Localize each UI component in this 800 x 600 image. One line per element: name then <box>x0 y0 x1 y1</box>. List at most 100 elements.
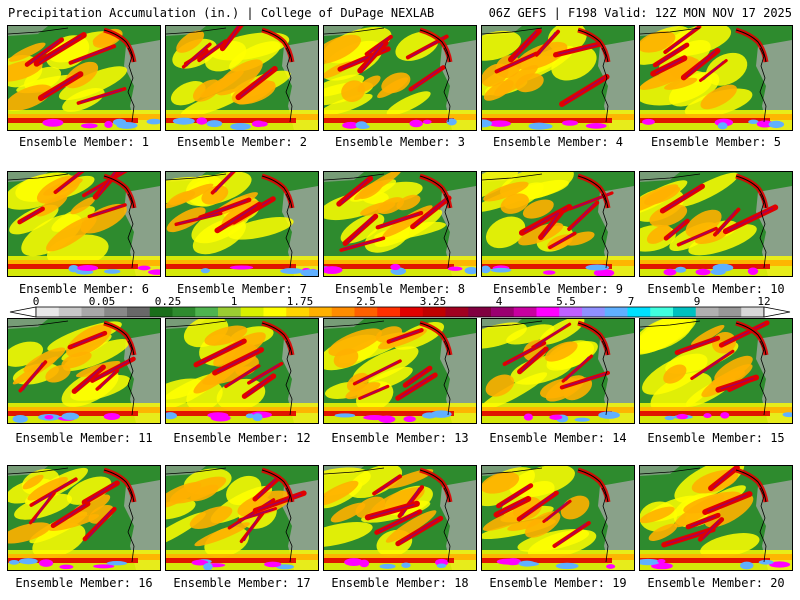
member-caption: Ensemble Member: 5 <box>637 135 795 149</box>
member-label: Ensemble Member: <box>176 282 293 296</box>
member-caption: Ensemble Member: 2 <box>163 135 321 149</box>
precip-map <box>166 172 318 276</box>
member-number: 2 <box>299 135 308 149</box>
member-caption: Ensemble Member: 11 <box>5 431 163 445</box>
precip-map <box>166 319 318 423</box>
member-label: Ensemble Member: <box>650 135 767 149</box>
member-number: 16 <box>138 576 153 590</box>
ensemble-map-panel <box>165 318 319 424</box>
member-number: 12 <box>296 431 311 445</box>
colorbar-max-arrow <box>763 306 791 318</box>
colorbar-swatch <box>36 307 60 317</box>
precip-map <box>324 172 476 276</box>
ensemble-map-panel <box>165 25 319 131</box>
precip-map <box>324 26 476 130</box>
colorbar-swatch <box>513 307 537 317</box>
member-label: Ensemble Member: <box>176 135 293 149</box>
ensemble-map-panel <box>323 25 477 131</box>
colorbar-swatch <box>400 307 424 317</box>
ensemble-map-panel <box>639 318 793 424</box>
colorbar-swatch <box>331 307 355 317</box>
ensemble-map-panel <box>639 171 793 277</box>
colorbar-swatch <box>718 307 742 317</box>
member-number: 15 <box>770 431 785 445</box>
colorbar-swatch <box>240 307 264 317</box>
run-valid-time: 06Z GEFS | F198 Valid: 12Z MON NOV 17 20… <box>488 6 792 20</box>
colorbar-swatch <box>263 307 287 317</box>
precip-map <box>482 319 634 423</box>
ensemble-map-panel <box>323 171 477 277</box>
colorbar-swatch <box>673 307 697 317</box>
member-label: Ensemble Member: <box>15 576 131 590</box>
member-caption: Ensemble Member: 18 <box>321 576 479 590</box>
colorbar-swatch <box>491 307 515 317</box>
member-caption: Ensemble Member: 9 <box>479 282 637 296</box>
colorbar-tick-label: 2.5 <box>356 295 376 308</box>
colorbar-swatch <box>286 307 310 317</box>
colorbar-swatch <box>354 307 378 317</box>
member-caption: Ensemble Member: 17 <box>163 576 321 590</box>
precip-map <box>640 26 792 130</box>
member-caption: Ensemble Member: 14 <box>479 431 637 445</box>
ensemble-map-panel <box>481 171 635 277</box>
precip-map <box>482 466 634 570</box>
member-caption: Ensemble Member: 12 <box>163 431 321 445</box>
precip-map <box>324 466 476 570</box>
colorbar-swatch <box>445 307 469 317</box>
member-label: Ensemble Member: <box>15 431 131 445</box>
colorbar-swatch <box>127 307 151 317</box>
precip-map <box>166 466 318 570</box>
colorbar-tick-label: 7 <box>627 295 635 308</box>
member-number: 10 <box>770 282 785 296</box>
colorbar-swatch <box>741 307 765 317</box>
colorbar-swatch <box>58 307 82 317</box>
precip-map <box>640 466 792 570</box>
precip-map <box>640 319 792 423</box>
member-label: Ensemble Member: <box>18 135 135 149</box>
precip-map <box>166 26 318 130</box>
ensemble-map-panel <box>481 318 635 424</box>
member-caption: Ensemble Member: 1 <box>5 135 163 149</box>
member-number: 5 <box>773 135 782 149</box>
colorbar-swatch <box>218 307 242 317</box>
member-label: Ensemble Member: <box>492 135 609 149</box>
member-number: 18 <box>454 576 469 590</box>
member-label: Ensemble Member: <box>647 282 763 296</box>
colorbar-swatch <box>582 307 606 317</box>
member-caption: Ensemble Member: 15 <box>637 431 795 445</box>
colorbar-swatch <box>149 307 173 317</box>
precip-map <box>8 319 160 423</box>
member-label: Ensemble Member: <box>331 431 447 445</box>
ensemble-map-panel <box>481 465 635 571</box>
member-caption: Ensemble Member: 19 <box>479 576 637 590</box>
colorbar-swatch <box>604 307 628 317</box>
member-number: 3 <box>457 135 466 149</box>
member-number: 8 <box>457 282 466 296</box>
colorbar-tick-label: 0.25 <box>154 295 182 308</box>
colorbar-bar <box>9 306 791 318</box>
chart-title: Precipitation Accumulation (in.) | Colle… <box>8 6 435 20</box>
colorbar-swatch <box>468 307 492 317</box>
colorbar-swatch <box>104 307 128 317</box>
precip-map <box>8 26 160 130</box>
member-caption: Ensemble Member: 16 <box>5 576 163 590</box>
member-number: 4 <box>615 135 624 149</box>
member-caption: Ensemble Member: 10 <box>637 282 795 296</box>
colorbar-tick-label: 4 <box>495 295 503 308</box>
ensemble-map-panel <box>7 171 161 277</box>
colorbar-tick-label: 5.5 <box>556 295 576 308</box>
member-number: 6 <box>141 282 150 296</box>
member-number: 13 <box>454 431 469 445</box>
ensemble-map-panel <box>323 465 477 571</box>
member-number: 20 <box>770 576 785 590</box>
ensemble-map-panel <box>7 318 161 424</box>
precip-map <box>482 172 634 276</box>
precip-map <box>640 172 792 276</box>
colorbar-tick-label: 0 <box>32 295 40 308</box>
colorbar-tick-label: 9 <box>693 295 701 308</box>
member-label: Ensemble Member: <box>647 576 763 590</box>
colorbar-swatch <box>559 307 583 317</box>
ensemble-map-panel <box>481 25 635 131</box>
precip-map <box>8 466 160 570</box>
member-caption: Ensemble Member: 20 <box>637 576 795 590</box>
